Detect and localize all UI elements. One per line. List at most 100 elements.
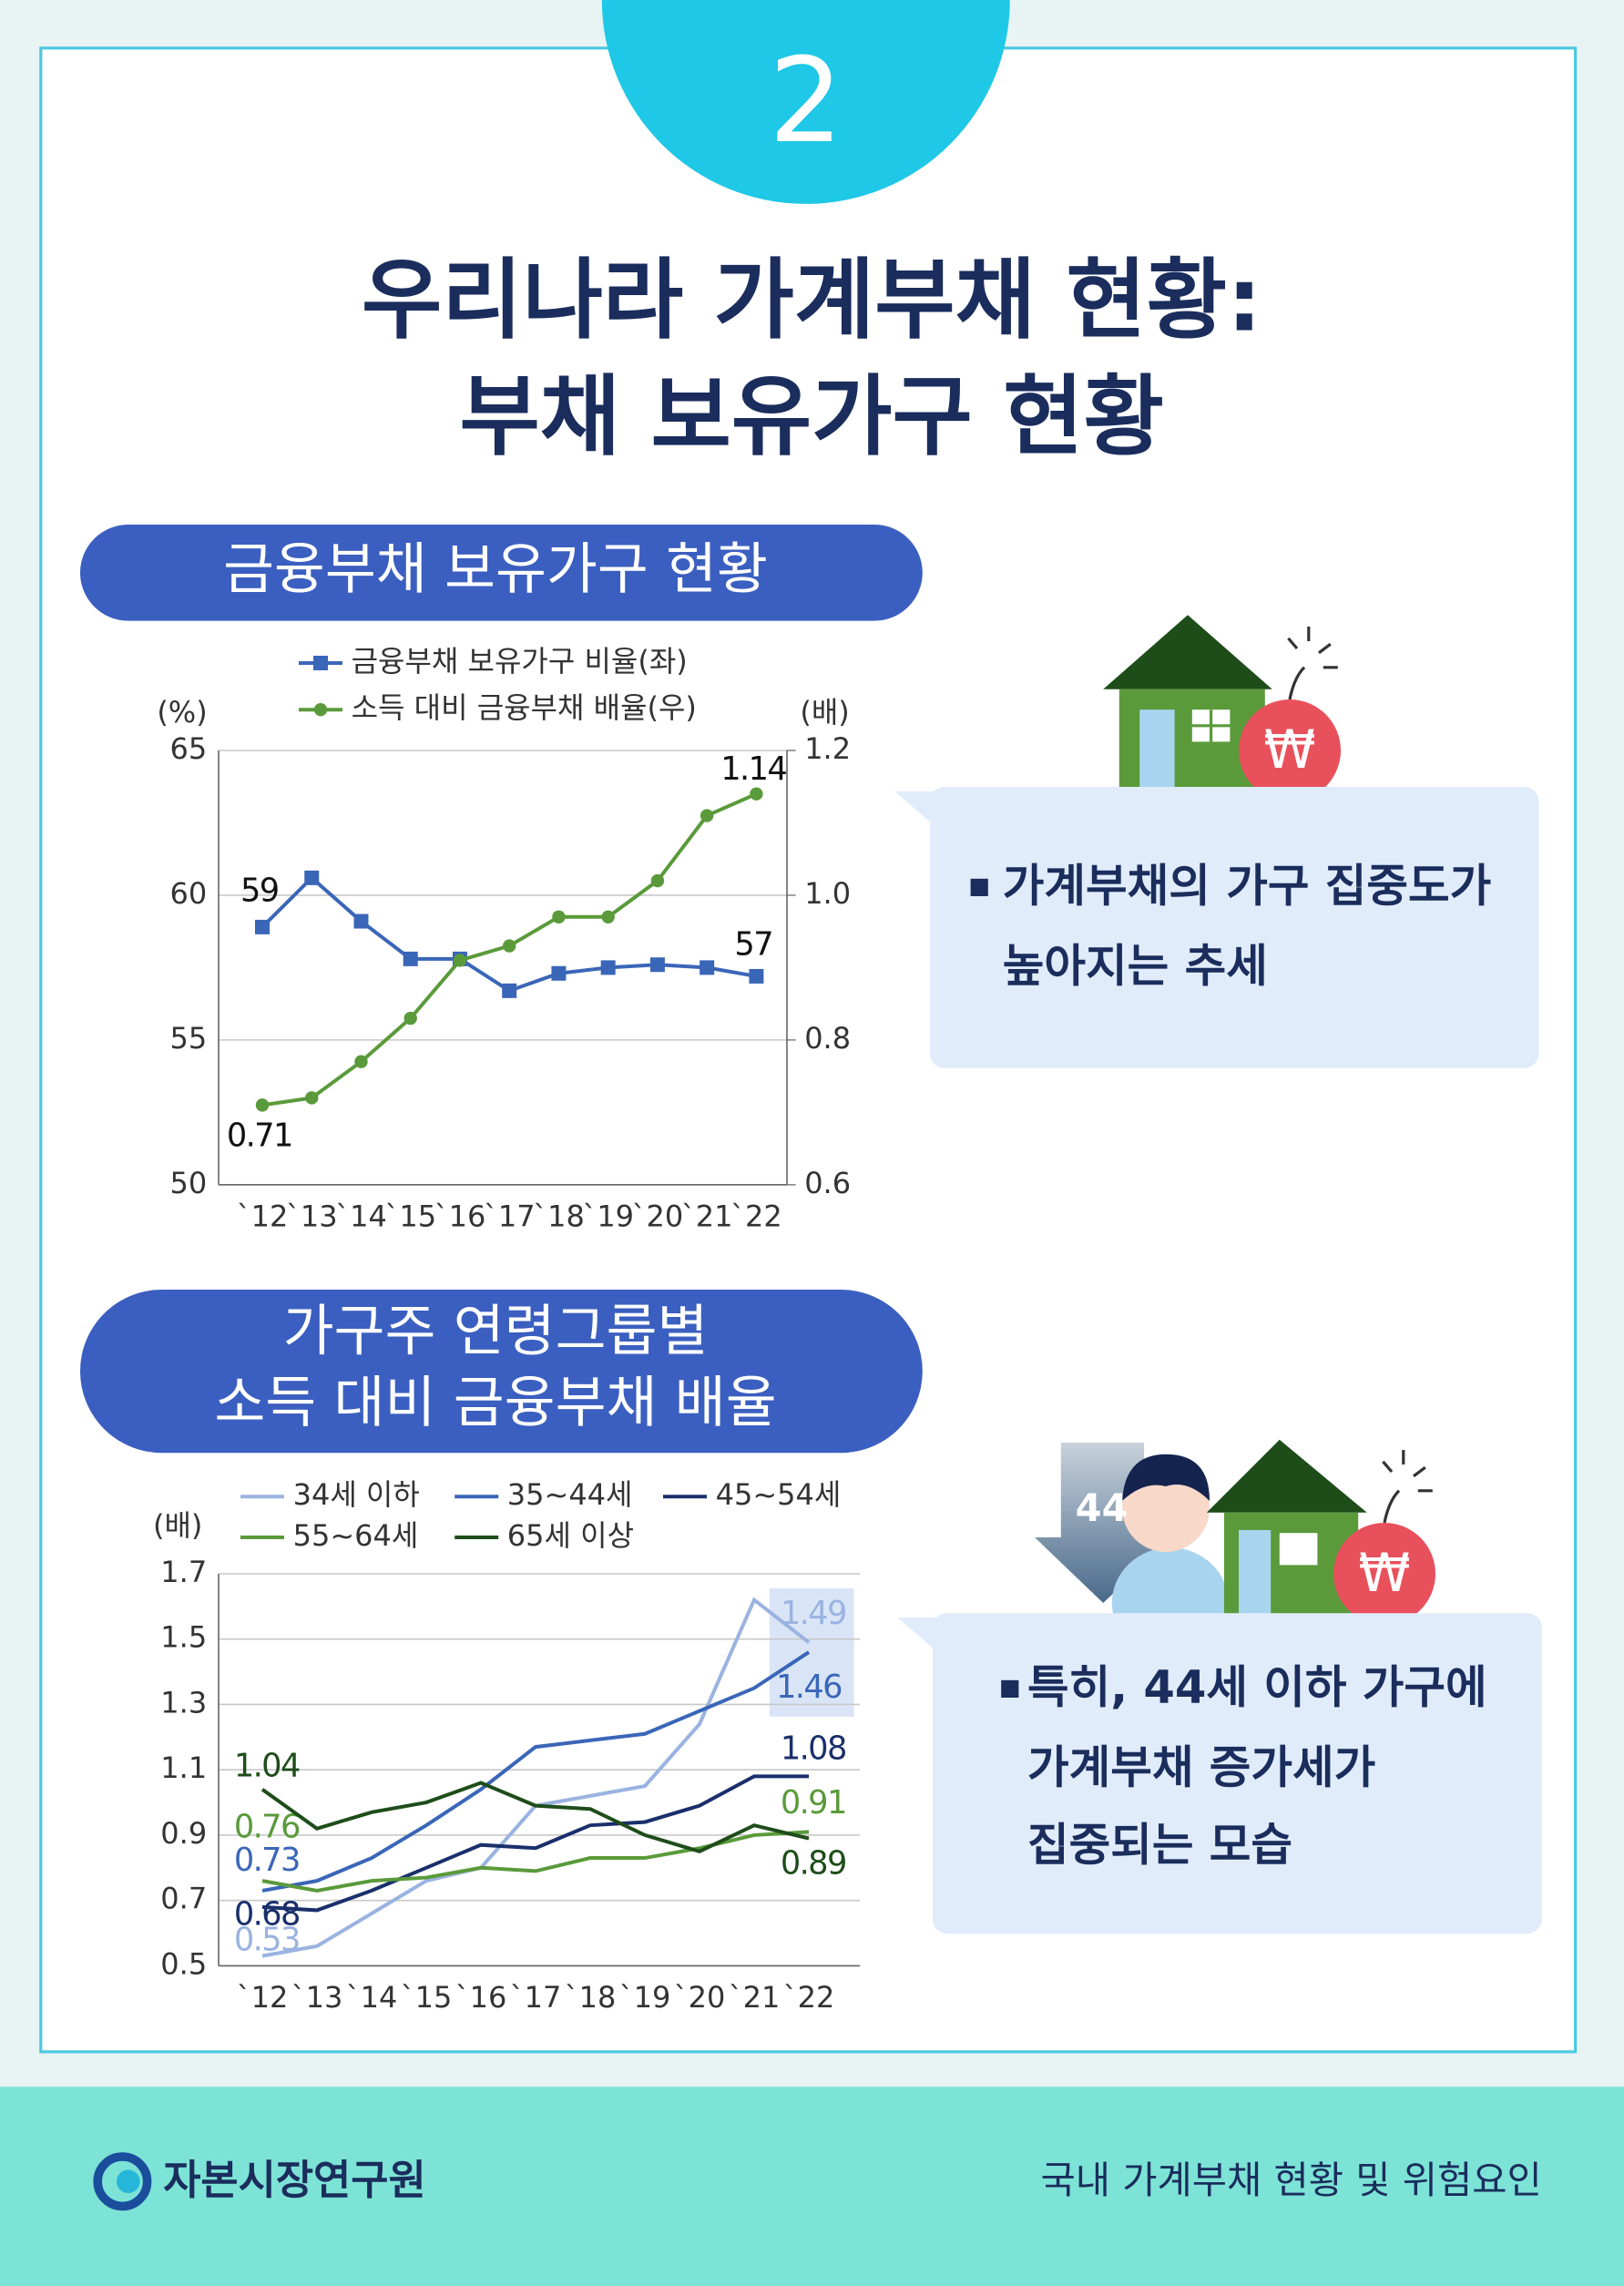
x-tick-label: `17 bbox=[484, 1199, 536, 1234]
data-point bbox=[305, 1091, 319, 1105]
x-tick-label: `12 bbox=[237, 1199, 289, 1234]
data-point bbox=[403, 1011, 417, 1026]
legend-label: 소득 대비 금융부채 배율(우) bbox=[352, 690, 697, 725]
data-point bbox=[354, 1055, 368, 1068]
y-tick-label: 55 bbox=[169, 1021, 207, 1056]
data-label: 1.08 bbox=[781, 1730, 846, 1768]
series-line bbox=[260, 1781, 810, 1854]
legend-label: 45~54세 bbox=[716, 1477, 842, 1512]
series-line bbox=[261, 1774, 809, 1913]
y2-tick-label: 1.2 bbox=[804, 731, 851, 766]
y-tick-label: 0.7 bbox=[160, 1882, 207, 1916]
data-point bbox=[552, 910, 566, 924]
x-tick-label: `16 bbox=[434, 1199, 486, 1234]
section-heading: 가구주 연령그룹별 bbox=[283, 1300, 709, 1363]
y-tick-label: 60 bbox=[169, 876, 207, 911]
badge-number: 2 bbox=[769, 34, 843, 169]
data-point bbox=[749, 968, 764, 984]
x-tick-label: `18 bbox=[565, 1980, 617, 2015]
data-point bbox=[304, 870, 320, 885]
y2-tick-label: 0.6 bbox=[804, 1166, 851, 1200]
data-point bbox=[503, 939, 516, 953]
legend-marker bbox=[313, 703, 328, 717]
callout-text: 집중되는 모습 bbox=[1027, 1818, 1292, 1871]
data-label: 1.04 bbox=[234, 1748, 300, 1785]
x-tick-label: `15 bbox=[401, 1980, 453, 2015]
data-label: 1.49 bbox=[781, 1595, 846, 1632]
x-tick-label: `13 bbox=[286, 1199, 338, 1234]
footer-band bbox=[0, 2087, 1624, 2286]
footer-logo: 자본시장연구원 bbox=[163, 2156, 426, 2204]
data-label: 0.68 bbox=[234, 1895, 300, 1933]
data-point bbox=[551, 965, 567, 981]
data-point bbox=[649, 957, 665, 973]
data-label: 1.46 bbox=[776, 1669, 842, 1706]
callout-text: 가계부채 증가세가 bbox=[1027, 1741, 1375, 1794]
y-tick-label: 0.5 bbox=[160, 1946, 207, 1981]
x-tick-label: `19 bbox=[582, 1199, 634, 1234]
x-tick-label: `13 bbox=[291, 1980, 343, 2015]
data-point bbox=[650, 873, 665, 888]
data-point bbox=[255, 1098, 270, 1112]
data-label: 0.76 bbox=[234, 1809, 300, 1846]
x-tick-label: `17 bbox=[510, 1980, 562, 2015]
callout-box bbox=[929, 787, 1539, 1068]
x-tick-label: `22 bbox=[783, 1980, 835, 2015]
callout-text: 특히, 44세 이하 가구에 bbox=[1027, 1661, 1487, 1714]
x-tick-label: `20 bbox=[674, 1980, 726, 2015]
section-heading: 금융부채 보유가구 현황 bbox=[223, 537, 768, 601]
won-symbol: ₩ bbox=[1264, 719, 1316, 781]
callout-text: 가계부채의 가구 집중도가 bbox=[1003, 860, 1491, 913]
section-heading-pill bbox=[80, 1290, 923, 1454]
y-tick-label: 1.1 bbox=[160, 1750, 207, 1785]
y-tick-label: 50 bbox=[169, 1166, 207, 1200]
data-point bbox=[750, 787, 763, 801]
logo-mark bbox=[93, 2152, 152, 2211]
x-tick-label: `21 bbox=[729, 1980, 781, 2015]
age-label: 44 bbox=[1076, 1485, 1129, 1530]
data-label: 1.14 bbox=[720, 750, 786, 788]
y-axis-unit: (배) bbox=[153, 1508, 202, 1543]
data-point bbox=[700, 960, 715, 975]
y-tick-label: 0.9 bbox=[160, 1816, 207, 1851]
y-tick-label: 65 bbox=[169, 731, 207, 766]
data-label: 0.71 bbox=[227, 1117, 292, 1155]
legend-label: 34세 이하 bbox=[293, 1477, 420, 1512]
y-axis-unit: (%) bbox=[157, 695, 207, 730]
series-line bbox=[261, 1650, 811, 1893]
data-point bbox=[601, 910, 615, 924]
data-point bbox=[403, 951, 418, 966]
data-label: 0.73 bbox=[234, 1842, 300, 1879]
highlight-box bbox=[769, 1588, 854, 1717]
y-tick-label: 1.5 bbox=[160, 1620, 207, 1655]
data-point bbox=[502, 983, 517, 998]
data-label: 59 bbox=[240, 872, 279, 909]
data-label: 0.91 bbox=[781, 1784, 846, 1822]
title-line: 우리나라 가계부채 현황: bbox=[362, 249, 1261, 351]
logo-mark bbox=[117, 2169, 140, 2193]
data-point bbox=[255, 919, 270, 934]
data-label: 0.53 bbox=[234, 1922, 300, 1959]
data-point bbox=[353, 913, 369, 929]
callout-text: 높아지는 추세 bbox=[1003, 940, 1268, 993]
bullet bbox=[970, 878, 988, 896]
legend-marker bbox=[313, 656, 328, 670]
x-tick-label: `18 bbox=[533, 1199, 585, 1234]
data-point bbox=[700, 809, 714, 822]
won-symbol: ₩ bbox=[1359, 1543, 1411, 1604]
data-point bbox=[453, 954, 467, 967]
x-tick-label: `14 bbox=[335, 1199, 387, 1234]
x-tick-label: `21 bbox=[681, 1199, 733, 1234]
x-tick-label: `15 bbox=[384, 1199, 436, 1234]
y2-tick-label: 0.8 bbox=[804, 1021, 851, 1056]
y-tick-label: 1.3 bbox=[160, 1685, 207, 1720]
y2-tick-label: 1.0 bbox=[804, 876, 851, 911]
legend-label: 금융부채 보유가구 비율(좌) bbox=[352, 644, 688, 679]
section-heading: 소득 대비 금융부채 배율 bbox=[214, 1372, 776, 1435]
x-tick-label: `14 bbox=[346, 1980, 398, 2015]
x-tick-label: `12 bbox=[237, 1980, 289, 2015]
legend-label: 65세 이상 bbox=[507, 1518, 634, 1553]
